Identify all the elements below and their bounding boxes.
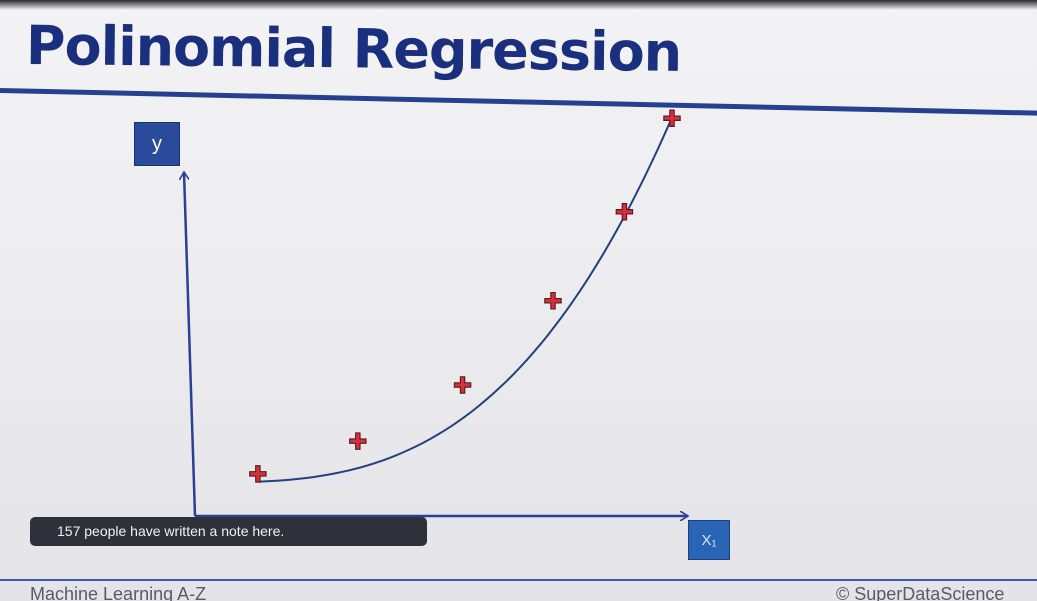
note-count-text: 157 people have written a note here. bbox=[57, 523, 285, 539]
data-point-1 bbox=[249, 465, 267, 483]
data-point-6 bbox=[663, 109, 681, 127]
course-name: Machine Learning A-Z bbox=[30, 584, 207, 601]
data-point-2 bbox=[349, 432, 367, 450]
data-points bbox=[249, 109, 681, 483]
data-point-4 bbox=[544, 291, 562, 310]
data-point-5 bbox=[615, 203, 634, 221]
x-axis-label: X₁ bbox=[688, 520, 730, 560]
trend-curve bbox=[257, 117, 673, 483]
y-axis bbox=[184, 172, 197, 517]
copyright: © SuperDataScience bbox=[836, 584, 1005, 601]
data-point-3 bbox=[453, 376, 472, 394]
footer-divider bbox=[0, 579, 1037, 581]
note-bar[interactable]: 157 people have written a note here. bbox=[30, 517, 427, 546]
y-axis-label: y bbox=[134, 122, 180, 166]
top-shade bbox=[0, 0, 1037, 10]
